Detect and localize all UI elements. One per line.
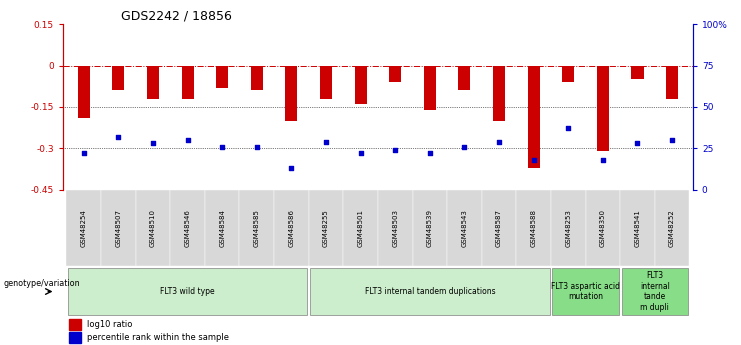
Text: GSM48255: GSM48255 [323,209,329,247]
Bar [562,66,574,82]
Bar [424,66,436,110]
Text: GSM48588: GSM48588 [531,209,536,247]
Point [251,144,263,149]
Text: GSM48546: GSM48546 [185,209,190,247]
Point [355,150,367,156]
Bar [78,66,90,118]
Text: GSM48541: GSM48541 [634,209,640,247]
Text: GSM48543: GSM48543 [462,209,468,247]
Bar [320,66,332,99]
Bar [67,190,101,266]
Point [562,126,574,131]
Text: GSM48350: GSM48350 [600,209,606,247]
Text: GSM48507: GSM48507 [116,209,122,247]
Bar [447,190,482,266]
Point [597,157,609,163]
Text: GSM48510: GSM48510 [150,209,156,247]
Point [113,134,124,139]
Bar [70,332,81,343]
Point [147,141,159,146]
Text: GSM48254: GSM48254 [81,209,87,247]
Bar [666,66,678,99]
Text: FLT3 internal tandem duplications: FLT3 internal tandem duplications [365,287,495,296]
Text: FLT3 wild type: FLT3 wild type [160,287,215,296]
Bar [216,66,228,88]
Bar [285,66,297,121]
Point [78,150,90,156]
Bar [274,190,309,266]
Point [666,137,678,143]
Point [182,137,193,143]
Bar [343,190,378,266]
Bar [354,66,367,104]
Bar [551,190,585,266]
Bar [622,268,688,315]
Bar [585,190,620,266]
Point [389,147,401,153]
Bar [170,190,205,266]
Text: GSM48586: GSM48586 [288,209,294,247]
Bar [597,66,609,151]
Bar [620,190,655,266]
Point [320,139,332,145]
Text: GSM48539: GSM48539 [427,209,433,247]
Bar [310,268,550,315]
Text: GSM48585: GSM48585 [253,209,260,247]
Bar [309,190,343,266]
Bar [413,190,447,266]
Text: GSM48253: GSM48253 [565,209,571,247]
Point [459,144,471,149]
Bar [655,190,689,266]
Bar [113,66,124,90]
Bar [482,190,516,266]
Bar [182,66,193,99]
Text: GSM48252: GSM48252 [669,209,675,247]
Bar [70,319,81,330]
Bar [136,190,170,266]
Bar [516,190,551,266]
Bar [631,66,643,79]
Bar [68,268,308,315]
Bar [389,66,402,82]
Bar [147,66,159,99]
Text: FLT3 aspartic acid
mutation: FLT3 aspartic acid mutation [551,282,620,301]
Text: FLT3
internal
tande
m dupli: FLT3 internal tande m dupli [639,272,670,312]
Bar [459,66,471,90]
Bar [378,190,413,266]
Point [216,144,228,149]
Text: GSM48584: GSM48584 [219,209,225,247]
Point [528,157,539,163]
Point [424,150,436,156]
Point [493,139,505,145]
Bar [250,66,263,90]
Bar [239,190,274,266]
Text: log10 ratio: log10 ratio [87,321,133,329]
Point [285,166,297,171]
Text: genotype/variation: genotype/variation [3,279,80,288]
Bar [528,66,539,168]
Bar [493,66,505,121]
Bar [101,190,136,266]
Text: percentile rank within the sample: percentile rank within the sample [87,333,229,342]
Bar [552,268,619,315]
Title: GDS2242 / 18856: GDS2242 / 18856 [121,10,232,23]
Text: GSM48587: GSM48587 [496,209,502,247]
Bar [205,190,239,266]
Text: GSM48503: GSM48503 [392,209,398,247]
Text: GSM48501: GSM48501 [358,209,364,247]
Point [631,141,643,146]
